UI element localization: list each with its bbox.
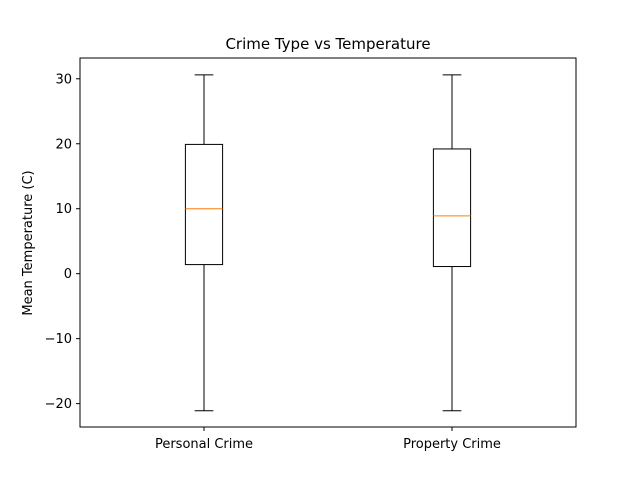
box (432, 148, 472, 268)
y-tick-label: 0 (64, 267, 72, 282)
axes-frame (79, 57, 577, 428)
plot-area: −20 −10 0 10 20 30 Personal Crime Property Crim… (45, 72, 501, 452)
y-tick-label: 10 (55, 202, 72, 217)
box (184, 143, 224, 266)
y-axis-label: Mean Temperature (C) (21, 170, 36, 315)
chart-title: Crime Type vs Temperature (225, 35, 430, 53)
x-tick-label: Property Crime (403, 437, 501, 452)
x-tick-label: Personal Crime (155, 437, 253, 452)
y-tick-label: −20 (45, 397, 72, 412)
y-tick-label: 30 (55, 72, 72, 87)
y-tick-label: −10 (45, 332, 72, 347)
y-tick-label: 20 (55, 137, 72, 152)
